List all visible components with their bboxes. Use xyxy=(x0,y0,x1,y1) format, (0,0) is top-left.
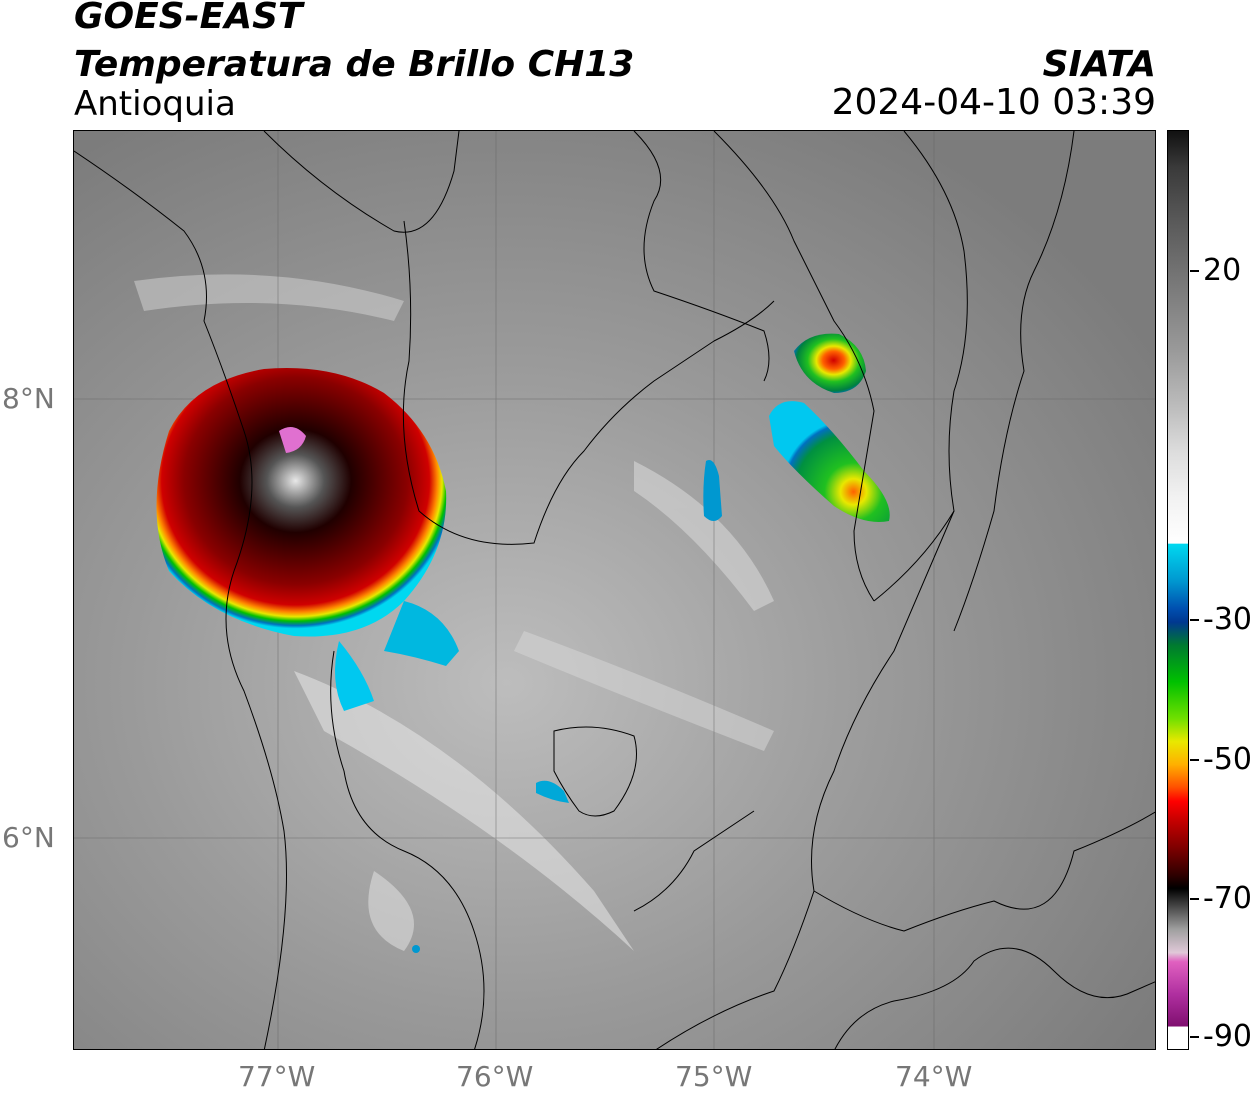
title-product: Temperatura de Brillo CH13 xyxy=(74,44,635,85)
colorbar xyxy=(1167,130,1189,1050)
y-axis-label: 8°N xyxy=(2,382,55,415)
colorbar-tick xyxy=(1190,898,1199,900)
colorbar-tick xyxy=(1190,759,1199,761)
colorbar-label: 20 xyxy=(1203,253,1242,288)
boundaries xyxy=(74,131,1155,1049)
x-axis-label: 77°W xyxy=(238,1060,316,1093)
storm-northeast xyxy=(794,333,866,393)
colorbar-label: -50 xyxy=(1203,742,1252,777)
colorbar-label: -30 xyxy=(1203,602,1252,637)
organization-label: SIATA xyxy=(1042,44,1156,85)
colorbar-tick xyxy=(1190,1036,1199,1038)
satellite-map[interactable] xyxy=(73,130,1156,1050)
x-axis-label: 76°W xyxy=(456,1060,534,1093)
colorbar-tick xyxy=(1190,619,1199,621)
cloud-streaks xyxy=(134,274,774,951)
subtitle-region: Antioquia xyxy=(74,84,236,124)
x-axis-label: 74°W xyxy=(895,1060,973,1093)
storm-cells xyxy=(156,333,890,953)
timestamp-label: 2024-04-10 03:39 xyxy=(831,82,1156,123)
storm-east xyxy=(769,401,890,522)
colorbar-label: -90 xyxy=(1203,1019,1252,1054)
x-axis-label: 75°W xyxy=(675,1060,753,1093)
title-satellite: GOES-EAST xyxy=(74,0,303,37)
colorbar-label: -70 xyxy=(1203,881,1252,916)
storm-large-west xyxy=(156,368,447,637)
map-canvas xyxy=(74,131,1155,1049)
colorbar-tick xyxy=(1190,270,1199,272)
y-axis-label: 6°N xyxy=(2,821,55,854)
